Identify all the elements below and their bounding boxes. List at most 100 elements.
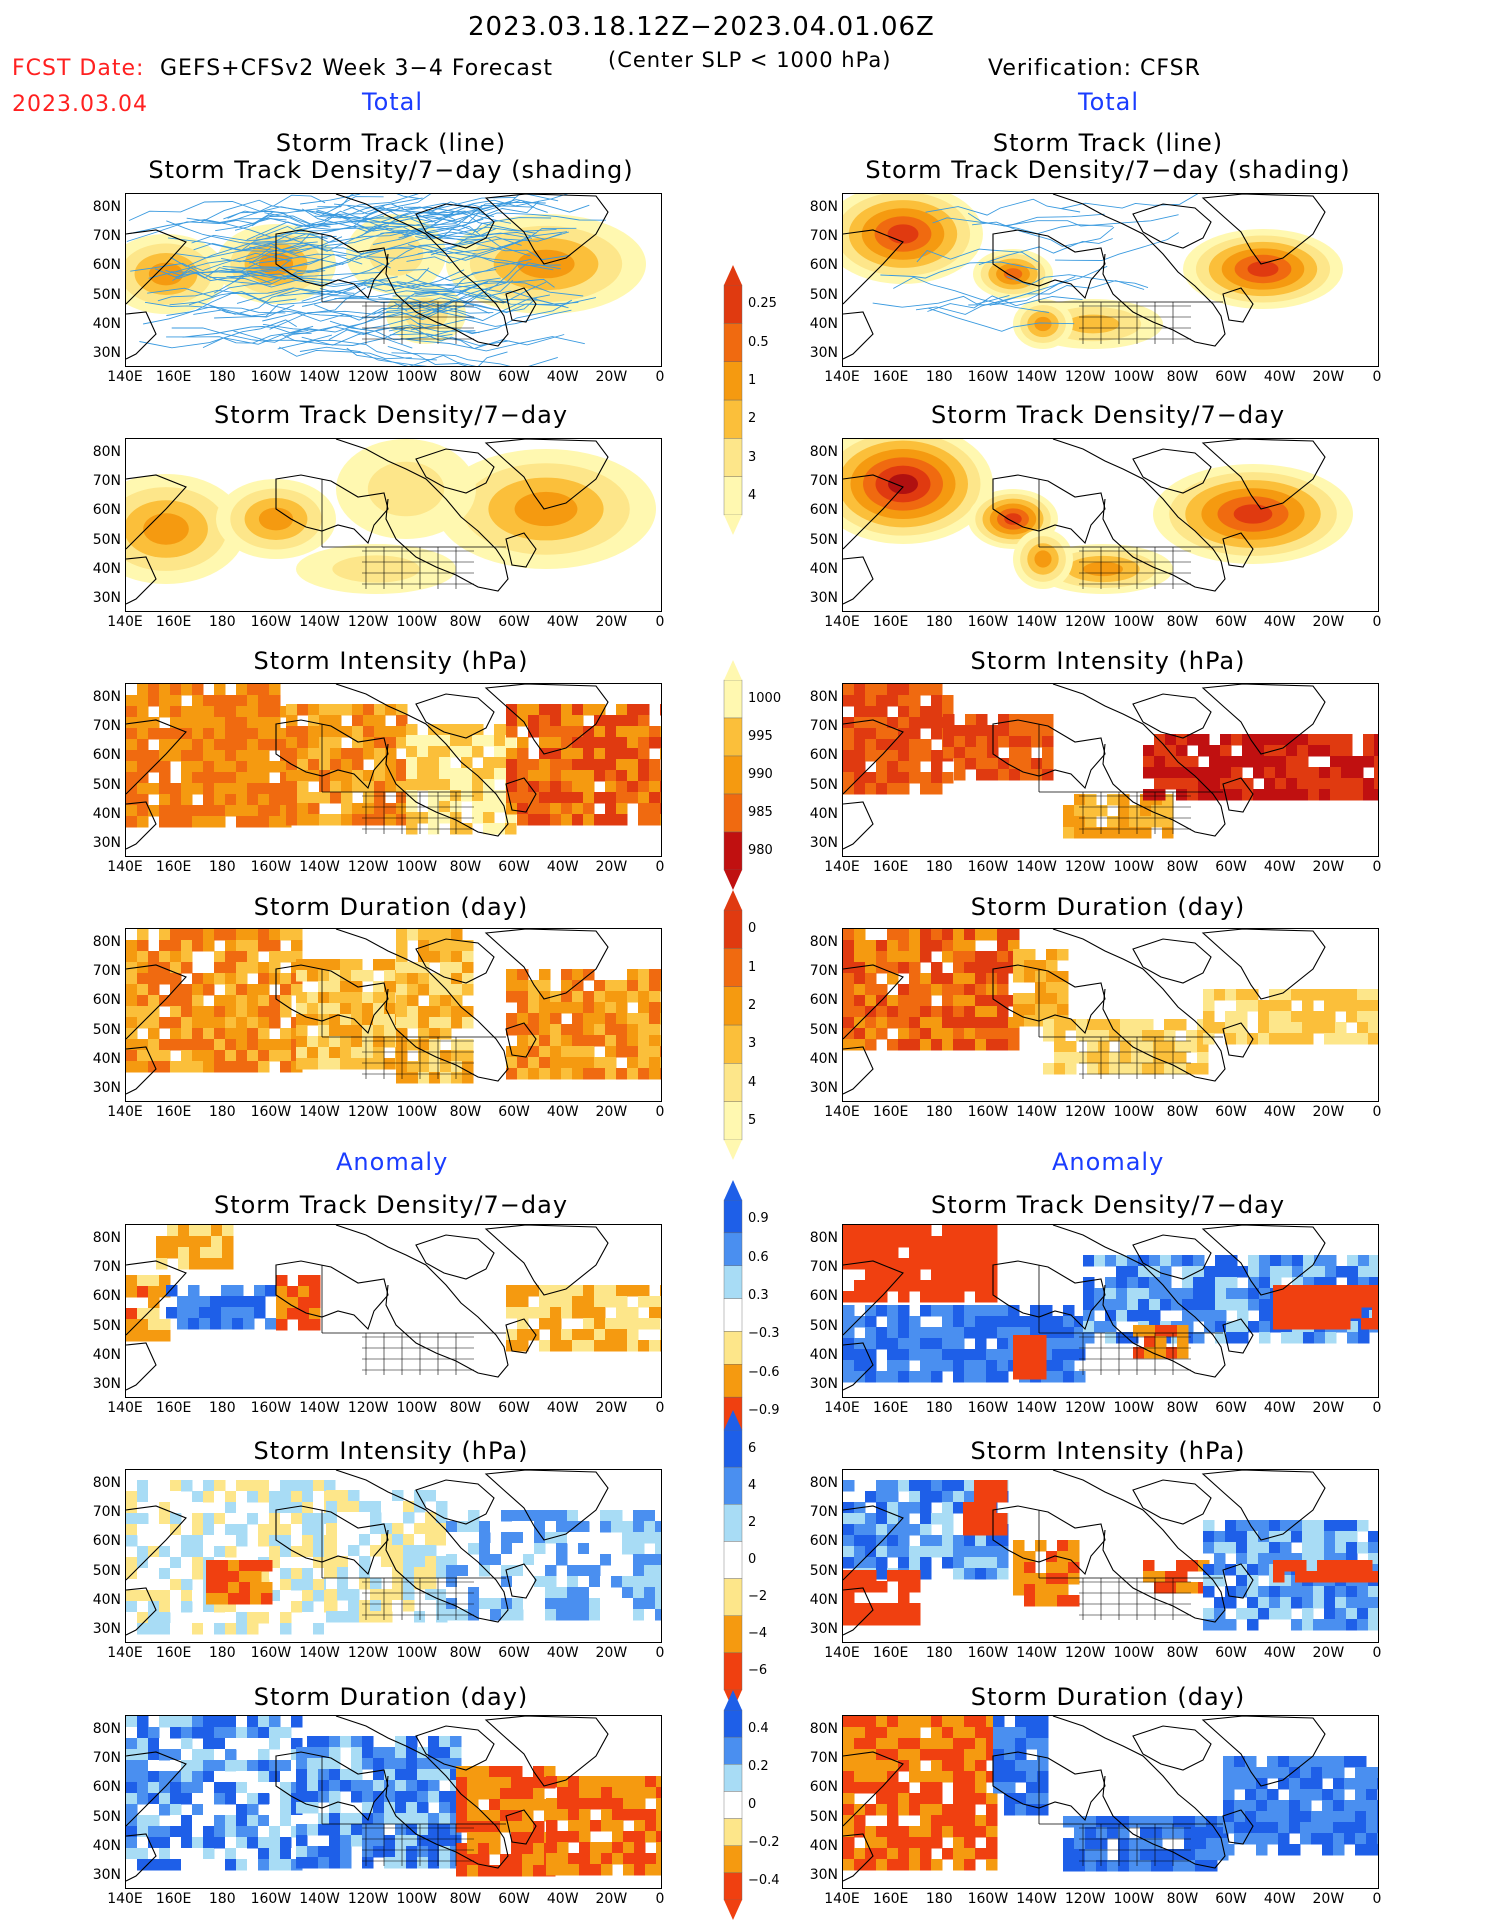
lon-tick-label: 80W xyxy=(449,1104,482,1120)
map-canvas xyxy=(126,194,646,366)
title-track-shading: Storm Track Density/7−day (shading) xyxy=(865,156,1351,184)
lon-tick-label: 180 xyxy=(925,859,953,875)
colorbar-swatches xyxy=(723,1690,743,1920)
lon-tick-label: 140E xyxy=(107,1104,143,1120)
state-borders xyxy=(1038,1510,1223,1620)
lon-tick-label: 40W xyxy=(1263,1400,1296,1416)
lon-tick-label: 20W xyxy=(1312,614,1345,630)
map-verif-duration-anom xyxy=(842,1715,1379,1889)
lat-tick-label: 70N xyxy=(809,963,838,980)
lon-tick-label: 80W xyxy=(449,1645,482,1661)
lon-tick-label: 20W xyxy=(595,1891,628,1907)
lat-tick-label: 80N xyxy=(92,199,121,215)
lon-tick-label: 40W xyxy=(546,1891,579,1907)
lon-tick-label: 0 xyxy=(1372,614,1382,630)
lat-tick-label: 40N xyxy=(809,1837,838,1854)
coastline xyxy=(126,929,609,1095)
lon-tick-label: 0 xyxy=(655,614,665,630)
lon-tick-label: 120W xyxy=(347,1891,389,1907)
colorbar-label: 2 xyxy=(748,997,757,1013)
lon-tick-label: 100W xyxy=(396,1645,438,1661)
lon-tick-label: 160E xyxy=(872,859,909,875)
lon-tick-label: 140W xyxy=(299,369,340,385)
lat-tick-label: 70N xyxy=(92,1504,121,1521)
lon-tick-label: 20W xyxy=(595,1400,628,1416)
map-fcst-duration xyxy=(125,928,662,1102)
coastline xyxy=(126,1225,609,1391)
lon-tick-label: 80W xyxy=(1166,1891,1199,1907)
title-verif-duration: Storm Duration (day) xyxy=(970,893,1246,921)
map-fcst-intensity-anom xyxy=(125,1469,662,1643)
lat-tick-label: 50N xyxy=(809,1562,838,1579)
map-canvas xyxy=(843,1716,1378,1882)
anomaly-cells xyxy=(843,1716,1378,1872)
lon-tick-label: 160E xyxy=(872,1400,909,1416)
colorbar-label: 1 xyxy=(748,372,757,388)
colorbar-density-total: 0.25 0.5 1 2 3 4 xyxy=(722,265,777,539)
coastline xyxy=(126,439,609,605)
lat-tick-label: 30N xyxy=(92,1376,121,1392)
lon-tick-label: 40W xyxy=(546,1400,579,1416)
anomaly-cells xyxy=(126,1480,661,1635)
lon-tick-label: 0 xyxy=(1372,369,1382,385)
colorbar-label: 0 xyxy=(748,1797,757,1812)
lon-tick-label: 100W xyxy=(396,369,438,385)
map-canvas xyxy=(843,1470,1378,1636)
lon-tick-label: 160E xyxy=(155,1104,192,1120)
map-verif-track xyxy=(842,193,1379,367)
lon-tick-label: 60W xyxy=(1215,1400,1247,1416)
lon-tick-label: 120W xyxy=(347,614,389,630)
lon-tick-label: 100W xyxy=(396,1400,438,1416)
lat-tick-label: 30N xyxy=(809,590,838,606)
lon-tick-label: 120W xyxy=(347,1104,389,1120)
title-verif-track: Storm Track (line) Storm Track Density/7… xyxy=(838,130,1378,184)
lon-tick-label: 120W xyxy=(1064,1645,1106,1661)
lat-tick-label: 70N xyxy=(809,228,838,245)
state-borders xyxy=(1038,479,1223,589)
lon-tick-label: 100W xyxy=(396,614,438,630)
map-canvas xyxy=(126,1470,661,1636)
lat-tick-label: 70N xyxy=(92,473,121,490)
lon-tick-label: 100W xyxy=(1113,1891,1155,1907)
lat-tick-label: 30N xyxy=(92,345,121,361)
coastline xyxy=(843,1225,1326,1391)
colorbar-swatches xyxy=(723,660,743,890)
lon-tick-label: 0 xyxy=(655,1645,665,1661)
title-track-shading: Storm Track Density/7−day (shading) xyxy=(148,156,634,184)
lon-tick-label: 140W xyxy=(299,859,340,875)
title-fcst-duration: Storm Duration (day) xyxy=(253,893,529,921)
state-borders xyxy=(321,1510,506,1620)
lat-tick-label: 70N xyxy=(92,718,121,735)
lon-tick-label: 0 xyxy=(655,369,665,385)
lat-tick-label: 40N xyxy=(809,1050,838,1067)
lat-tick-label: 40N xyxy=(92,560,121,577)
lat-tick-label: 50N xyxy=(92,1021,121,1038)
lon-tick-label: 180 xyxy=(208,859,236,875)
lon-tick-label: 140E xyxy=(107,859,143,875)
lon-tick-label: 160W xyxy=(250,1104,292,1120)
lat-tick-label: 70N xyxy=(92,1259,121,1276)
lon-tick-label: 120W xyxy=(347,1400,389,1416)
lat-tick-label: 40N xyxy=(92,1050,121,1067)
colorbar-label: 0 xyxy=(748,921,757,937)
lon-tick-label: 40W xyxy=(1263,1104,1296,1120)
colorbar-label: 1000 xyxy=(748,691,782,706)
lat-tick-label: 80N xyxy=(809,444,838,460)
state-borders xyxy=(321,1756,506,1866)
lon-tick-label: 140W xyxy=(299,1400,340,1416)
lon-tick-label: 160W xyxy=(967,859,1009,875)
lon-tick-label: 20W xyxy=(595,369,628,385)
lat-tick-label: 50N xyxy=(809,531,838,548)
lon-tick-label: 160W xyxy=(967,369,1009,385)
map-verif-intensity-anom xyxy=(842,1469,1379,1643)
lon-tick-label: 100W xyxy=(396,859,438,875)
lat-tick-label: 80N xyxy=(92,934,121,950)
lat-tick-label: 40N xyxy=(809,1591,838,1608)
colorbar-label: −4 xyxy=(748,1626,768,1642)
title-verif-density: Storm Track Density/7−day xyxy=(930,401,1286,429)
title-fcst-duration-anom: Storm Duration (day) xyxy=(253,1683,529,1711)
lat-tick-label: 80N xyxy=(809,934,838,950)
lat-tick-label: 80N xyxy=(92,1721,121,1737)
lat-tick-label: 50N xyxy=(809,1317,838,1334)
colorbar-swatches xyxy=(723,265,743,535)
